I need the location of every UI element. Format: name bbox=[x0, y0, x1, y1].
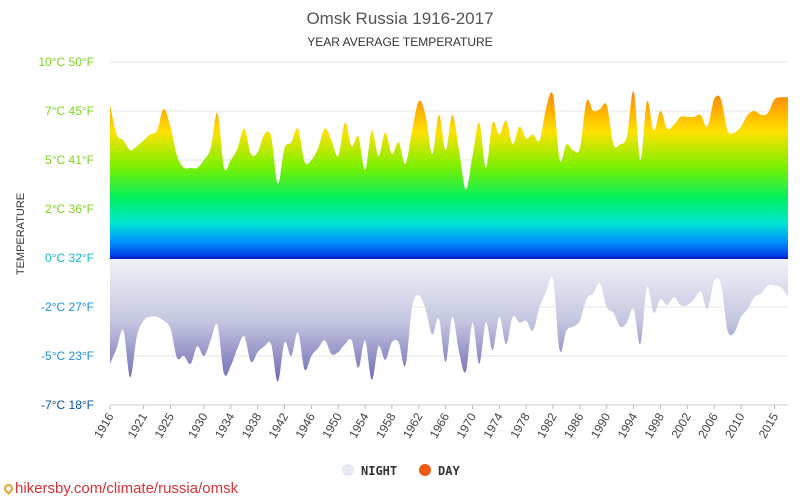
x-tick-label: 2015 bbox=[756, 410, 782, 440]
x-tick-label: 1958 bbox=[373, 410, 399, 440]
x-tick-label: 1954 bbox=[346, 410, 372, 440]
watermark[interactable]: hikersby.com/climate/russia/omsk bbox=[2, 480, 239, 497]
x-tick-label: 1938 bbox=[239, 410, 265, 440]
x-tick-label: 2002 bbox=[668, 410, 694, 440]
x-tick-label: 1994 bbox=[615, 410, 641, 440]
chart-title: Omsk Russia 1916-2017 bbox=[306, 9, 493, 28]
x-tick-label: 1925 bbox=[152, 410, 178, 440]
x-tick-label: 1998 bbox=[642, 410, 668, 440]
y-tick-label: 7°C 45°F bbox=[45, 104, 94, 118]
y-axis-ticks: 10°C 50°F 7°C 45°F 5°C 41°F 2°C 36°F 0°C 32°… bbox=[38, 55, 94, 412]
x-tick-label: 1982 bbox=[534, 410, 560, 440]
y-tick-label: -5°C 23°F bbox=[41, 349, 94, 363]
x-tick-label: 1942 bbox=[266, 410, 292, 440]
x-tick-label: 1990 bbox=[588, 410, 614, 440]
y-tick-label: 0°C 32°F bbox=[45, 251, 94, 265]
x-tick-label: 1934 bbox=[212, 410, 238, 440]
y-tick-label: 2°C 36°F bbox=[45, 202, 94, 216]
y-tick-label: 10°C 50°F bbox=[38, 55, 94, 69]
y-tick-label: -2°C 27°F bbox=[41, 300, 94, 314]
x-tick-label: 1978 bbox=[507, 410, 533, 440]
legend: NIGHT DAY bbox=[342, 464, 460, 478]
x-tick-label: 1930 bbox=[185, 410, 211, 440]
x-tick-label: 1962 bbox=[400, 410, 426, 440]
x-tick-label: 1970 bbox=[454, 410, 480, 440]
x-tick-label: 1986 bbox=[561, 410, 587, 440]
chart-subtitle: YEAR AVERAGE TEMPERATURE bbox=[307, 35, 492, 49]
legend-label-night[interactable]: NIGHT bbox=[361, 464, 397, 478]
x-tick-label: 1966 bbox=[427, 410, 453, 440]
watermark-text: hikersby.com/climate/russia/omsk bbox=[15, 480, 239, 497]
legend-marker-day bbox=[419, 464, 431, 476]
x-tick-label: 1916 bbox=[91, 410, 117, 440]
legend-label-day[interactable]: DAY bbox=[438, 464, 460, 478]
day-series-area bbox=[110, 91, 788, 258]
x-tick-label: 2010 bbox=[722, 410, 748, 440]
x-tick-label: 1950 bbox=[319, 410, 345, 440]
y-tick-label: 5°C 41°F bbox=[45, 153, 94, 167]
x-tick-label: 1921 bbox=[125, 410, 151, 440]
x-tick-label: 2006 bbox=[695, 410, 721, 440]
plot-areas bbox=[110, 91, 788, 406]
y-tick-label: -7°C 18°F bbox=[41, 398, 94, 412]
x-axis-ticks: 1916 1921 1925 1930 1934 1938 1942 1946 1950 1954… bbox=[91, 405, 781, 441]
x-tick-label: 1946 bbox=[293, 410, 319, 440]
night-series-area bbox=[110, 258, 788, 382]
legend-marker-night bbox=[342, 464, 354, 476]
x-tick-label: 1974 bbox=[480, 410, 506, 440]
y-axis-label: TEMPERATURE bbox=[15, 193, 27, 275]
location-pin-icon bbox=[2, 482, 15, 495]
